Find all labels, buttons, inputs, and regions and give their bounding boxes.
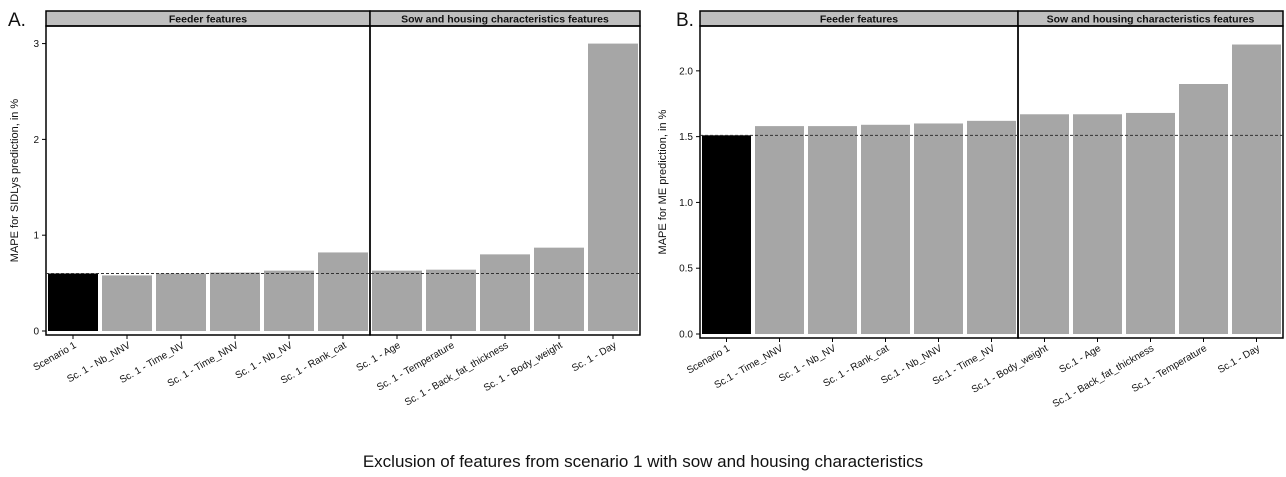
bar <box>264 270 314 331</box>
bar <box>755 126 804 335</box>
y-tick-label: 2.0 <box>679 66 693 77</box>
shared-x-axis-title: Exclusion of features from scenario 1 wi… <box>362 452 924 471</box>
facet-strip-label: Sow and housing characteristics features <box>1047 14 1255 26</box>
x-tick-label: Sc.1 - Back_fat_thickness <box>1051 343 1156 410</box>
facet-strip-label: Feeder features <box>169 14 247 26</box>
bar <box>702 135 751 334</box>
x-tick-label: Sc. 1 - Age <box>355 340 403 374</box>
x-tick-label: Sc. 1 - Back_fat_thickness <box>403 340 511 408</box>
bar <box>102 275 152 331</box>
y-tick-label: 2 <box>33 135 39 146</box>
y-tick-label: 0.5 <box>679 264 693 275</box>
bar <box>808 126 857 335</box>
y-axis-title: MAPE for SIDLys prediction, in % <box>9 99 21 263</box>
bar <box>1179 84 1228 334</box>
bar <box>426 269 476 331</box>
bar <box>156 273 206 331</box>
bar <box>861 124 910 334</box>
x-tick-label: Scenario 1 <box>685 343 732 377</box>
bar <box>48 273 98 331</box>
x-tick-label: Sc.1 - Age <box>1058 343 1104 376</box>
x-tick-label: Scenario 1 <box>32 340 79 374</box>
facet-strip-label: Feeder features <box>820 14 898 26</box>
bar <box>372 270 422 331</box>
bar <box>1126 112 1175 335</box>
y-tick-label: 3 <box>33 39 39 50</box>
x-tick-label: Sc.1 - Day <box>1216 343 1262 376</box>
bar <box>318 252 368 331</box>
y-tick-label: 0.0 <box>679 330 693 341</box>
bar <box>967 120 1016 334</box>
x-tick-label: Sc. 1 - Day <box>570 340 618 374</box>
bar <box>1232 44 1281 335</box>
bar <box>1020 114 1069 335</box>
facet-strip-label: Sow and housing characteristics features <box>401 14 609 26</box>
y-tick-label: 1 <box>33 231 39 242</box>
y-tick-label: 0 <box>33 327 39 338</box>
bar <box>210 272 260 331</box>
y-axis-title: MAPE for ME prediction, in % <box>657 109 669 254</box>
bar <box>914 123 963 334</box>
bar <box>588 43 638 331</box>
panel-label: A. <box>8 10 26 31</box>
bar <box>480 254 530 331</box>
bar <box>1073 114 1122 335</box>
chart-panel-b: Feeder features Sow and housing character… <box>657 10 1284 410</box>
panel-label: B. <box>676 10 694 31</box>
y-tick-label: 1.0 <box>679 198 693 209</box>
chart-panel-a: Feeder features Sow and housing character… <box>8 10 641 409</box>
bar <box>534 247 584 331</box>
y-tick-label: 1.5 <box>679 132 693 143</box>
